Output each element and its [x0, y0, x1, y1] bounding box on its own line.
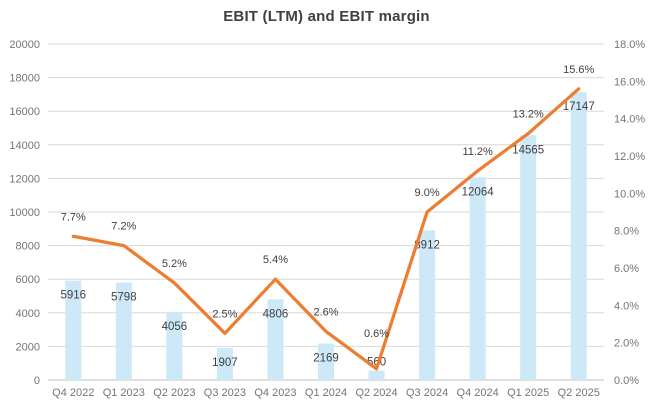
- bar-value-label: 2169: [313, 353, 339, 365]
- right-axis-tick-label: 10.0%: [614, 188, 645, 200]
- margin-point-label: 9.0%: [415, 187, 440, 199]
- left-axis-tick-label: 6000: [16, 274, 40, 286]
- bar: [419, 230, 436, 380]
- x-axis-label: Q4 2022: [52, 387, 94, 399]
- x-axis-label: Q1 2025: [507, 387, 549, 399]
- bar-value-label: 4806: [263, 308, 289, 320]
- left-axis-tick-label: 2000: [16, 341, 40, 353]
- bar-value-label: 14565: [512, 144, 544, 156]
- left-axis-tick-label: 10000: [9, 207, 40, 219]
- left-axis-tick-label: 4000: [16, 308, 40, 320]
- bar: [368, 370, 385, 380]
- bar-value-label: 8912: [414, 239, 440, 251]
- right-axis-tick-label: 14.0%: [614, 114, 645, 126]
- right-axis-tick-label: 16.0%: [614, 76, 645, 88]
- x-axis-label: Q4 2024: [457, 387, 499, 399]
- right-axis-tick-label: 0.0%: [614, 375, 639, 387]
- left-axis-tick-label: 16000: [9, 106, 40, 118]
- margin-point-label: 2.6%: [313, 306, 338, 318]
- bar: [318, 343, 334, 380]
- margin-point-label: 5.2%: [162, 258, 187, 270]
- bar: [115, 282, 132, 380]
- x-axis-label: Q2 2023: [153, 387, 195, 399]
- bar: [65, 280, 82, 380]
- bar-value-label: 5916: [60, 290, 86, 302]
- x-axis-label: Q2 2024: [355, 387, 397, 399]
- bar-value-label: 5798: [111, 292, 137, 304]
- x-axis-label: Q4 2023: [254, 387, 296, 399]
- chart-title: EBIT (LTM) and EBIT margin: [223, 8, 430, 25]
- x-axis-label: Q3 2024: [406, 387, 448, 399]
- left-axis-tick-label: 20000: [9, 39, 40, 51]
- bar-value-label: 12064: [462, 186, 495, 198]
- x-axis-label: Q1 2023: [103, 387, 145, 399]
- bar-value-label: 1907: [212, 357, 238, 369]
- right-axis-tick-label: 18.0%: [614, 39, 645, 51]
- right-axis-tick-label: 4.0%: [614, 300, 639, 312]
- margin-point-label: 5.4%: [263, 254, 288, 266]
- right-axis-tick-label: 12.0%: [614, 151, 645, 163]
- bar: [267, 299, 284, 380]
- x-axis-label: Q2 2025: [558, 387, 600, 399]
- left-axis-tick-label: 14000: [9, 140, 40, 152]
- left-axis-tick-label: 0: [34, 375, 40, 387]
- x-axis-label: Q1 2024: [305, 387, 347, 399]
- bar-value-label: 4056: [162, 321, 188, 333]
- bar: [520, 135, 537, 380]
- bar: [166, 311, 183, 380]
- left-axis-tick-label: 8000: [16, 241, 40, 253]
- right-axis-tick-label: 2.0%: [614, 338, 639, 350]
- margin-point-label: 13.2%: [513, 109, 544, 121]
- left-axis-tick-label: 18000: [9, 73, 40, 85]
- margin-point-label: 7.7%: [61, 211, 86, 223]
- bar-value-label: 17147: [563, 101, 595, 113]
- margin-point-label: 15.6%: [563, 64, 594, 76]
- bar: [469, 177, 486, 380]
- margin-point-label: 0.6%: [364, 328, 389, 340]
- right-axis-tick-label: 8.0%: [614, 226, 639, 238]
- x-axis-label: Q3 2023: [204, 387, 246, 399]
- left-axis-tick-label: 12000: [9, 173, 40, 185]
- bar: [216, 347, 233, 380]
- margin-point-label: 11.2%: [462, 146, 493, 158]
- margin-line: [71, 87, 581, 371]
- margin-point-label: 7.2%: [111, 221, 136, 233]
- bar: [570, 91, 587, 381]
- right-axis-tick-label: 6.0%: [614, 263, 639, 275]
- margin-point-label: 2.5%: [212, 308, 237, 320]
